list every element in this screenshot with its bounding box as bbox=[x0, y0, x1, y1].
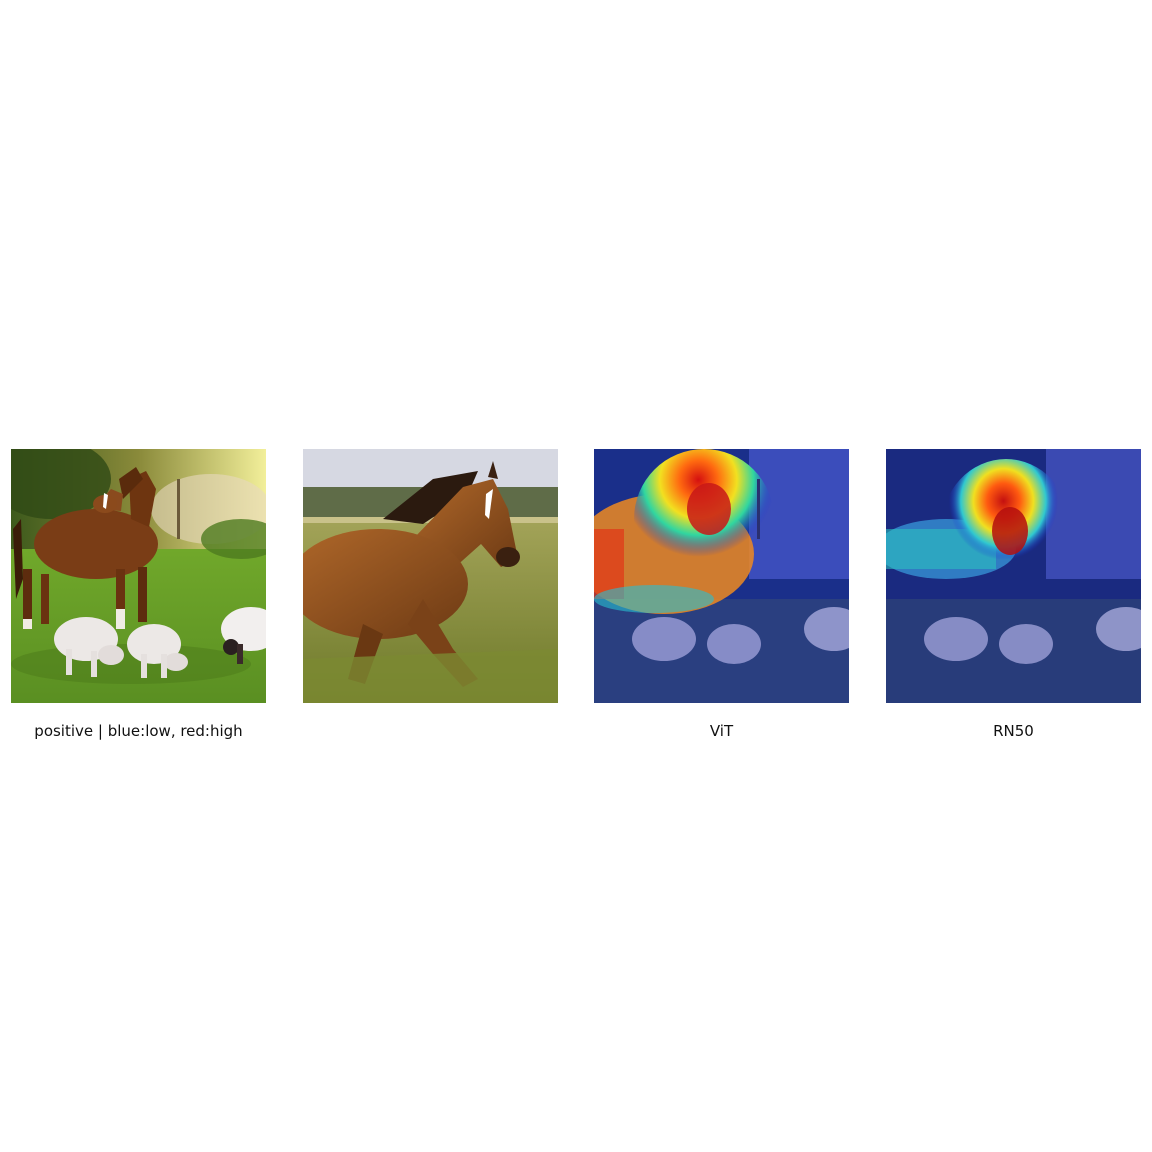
vit-heatmap-illustration bbox=[594, 449, 849, 703]
vit-heatmap-overlay bbox=[594, 449, 849, 703]
caption-rn50: RN50 bbox=[993, 722, 1034, 740]
photo-galloping-horse bbox=[303, 449, 558, 703]
rn50-heatmap-illustration bbox=[886, 449, 1141, 703]
rn50-heatmap-overlay bbox=[886, 449, 1141, 703]
caption-positive-colormap: positive | blue:low, red:high bbox=[34, 722, 243, 740]
photo-horse-with-lambs bbox=[11, 449, 266, 703]
caption-vit: ViT bbox=[709, 722, 734, 740]
galloping-horse-illustration bbox=[303, 449, 558, 703]
horse-lambs-illustration bbox=[11, 449, 266, 703]
